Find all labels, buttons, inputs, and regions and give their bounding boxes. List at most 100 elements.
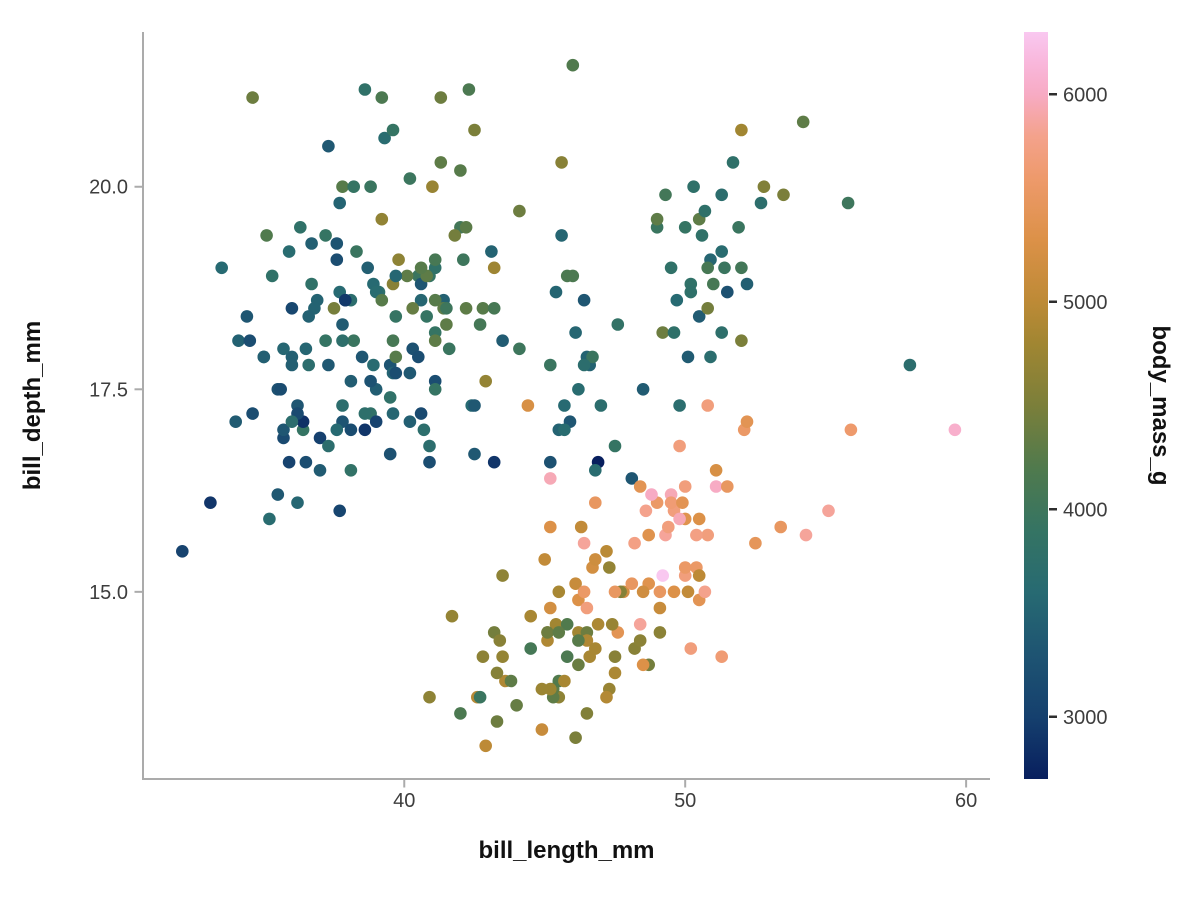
data-point [701, 399, 714, 412]
data-point [555, 156, 568, 169]
data-point [347, 180, 361, 193]
data-point [282, 455, 296, 469]
data-point [541, 626, 554, 639]
data-point [434, 91, 448, 104]
data-point [687, 180, 700, 193]
data-point [692, 310, 706, 323]
data-point [487, 302, 501, 315]
data-point [799, 528, 813, 542]
y-tick-label: 15.0 [89, 582, 128, 604]
data-point [344, 423, 358, 437]
data-point [718, 261, 731, 275]
data-point [589, 496, 602, 510]
data-point [948, 423, 962, 437]
data-point [735, 334, 748, 348]
data-point [344, 464, 358, 477]
data-point [721, 285, 734, 299]
data-point [633, 634, 647, 647]
data-point [496, 650, 509, 663]
data-point [414, 407, 428, 420]
data-point [678, 221, 692, 234]
data-point [496, 334, 509, 348]
data-point [569, 577, 582, 590]
data-point [344, 374, 358, 388]
x-tick-label: 60 [955, 790, 977, 812]
data-point [468, 123, 481, 137]
data-point [589, 553, 602, 566]
data-point [313, 464, 327, 477]
data-point [510, 699, 523, 712]
data-point [577, 585, 591, 599]
data-point [440, 302, 453, 315]
data-point [701, 302, 714, 315]
data-point [389, 366, 403, 380]
data-point [299, 455, 313, 469]
data-point [459, 221, 473, 234]
data-point [650, 212, 664, 226]
data-point [476, 302, 490, 315]
data-point [715, 245, 728, 258]
data-point [560, 618, 574, 631]
data-point [473, 690, 487, 704]
data-point [386, 334, 400, 348]
data-point [414, 261, 428, 275]
y-tick-label: 20.0 [89, 177, 128, 199]
data-point [305, 237, 318, 250]
data-point [664, 496, 678, 510]
data-point [544, 472, 557, 485]
data-point [774, 520, 787, 534]
data-point [313, 431, 327, 445]
data-point [625, 472, 639, 485]
data-point [263, 512, 276, 526]
data-point [176, 545, 189, 558]
data-point [608, 650, 622, 663]
data-point [434, 156, 448, 169]
data-point [754, 196, 768, 210]
data-point [406, 302, 420, 315]
data-point [339, 293, 352, 307]
data-point [232, 334, 245, 348]
data-point [544, 601, 557, 615]
data-point [698, 585, 712, 599]
data-point [589, 464, 602, 477]
data-point [285, 302, 299, 315]
data-point [426, 180, 439, 193]
data-point [715, 188, 728, 202]
data-point [468, 399, 481, 412]
data-point [645, 488, 658, 501]
data-point [462, 83, 476, 96]
data-point [277, 342, 290, 356]
data-point [735, 261, 748, 275]
data-point [375, 293, 389, 307]
data-point [375, 212, 389, 226]
data-point [302, 310, 316, 323]
data-point [740, 277, 754, 291]
data-point [487, 455, 501, 469]
data-point [400, 269, 414, 283]
data-point [457, 253, 470, 266]
colorbar-tick-label: 5000 [1063, 292, 1108, 314]
data-point [347, 334, 361, 348]
data-point [423, 439, 436, 453]
data-point [246, 407, 259, 420]
data-point [662, 520, 675, 534]
data-point [558, 399, 571, 412]
data-point [552, 626, 566, 639]
data-point [670, 293, 684, 307]
data-point [524, 642, 537, 655]
data-point [459, 302, 473, 315]
data-point [285, 358, 299, 372]
data-point [294, 221, 307, 234]
data-point [364, 374, 377, 388]
data-point [485, 245, 498, 258]
data-point [653, 626, 667, 639]
data-point [490, 666, 504, 680]
data-point [364, 180, 377, 193]
data-point [392, 253, 405, 266]
data-point [721, 480, 734, 493]
data-point [330, 237, 344, 250]
data-point [653, 585, 667, 599]
data-point [274, 383, 288, 396]
data-point [740, 415, 754, 429]
